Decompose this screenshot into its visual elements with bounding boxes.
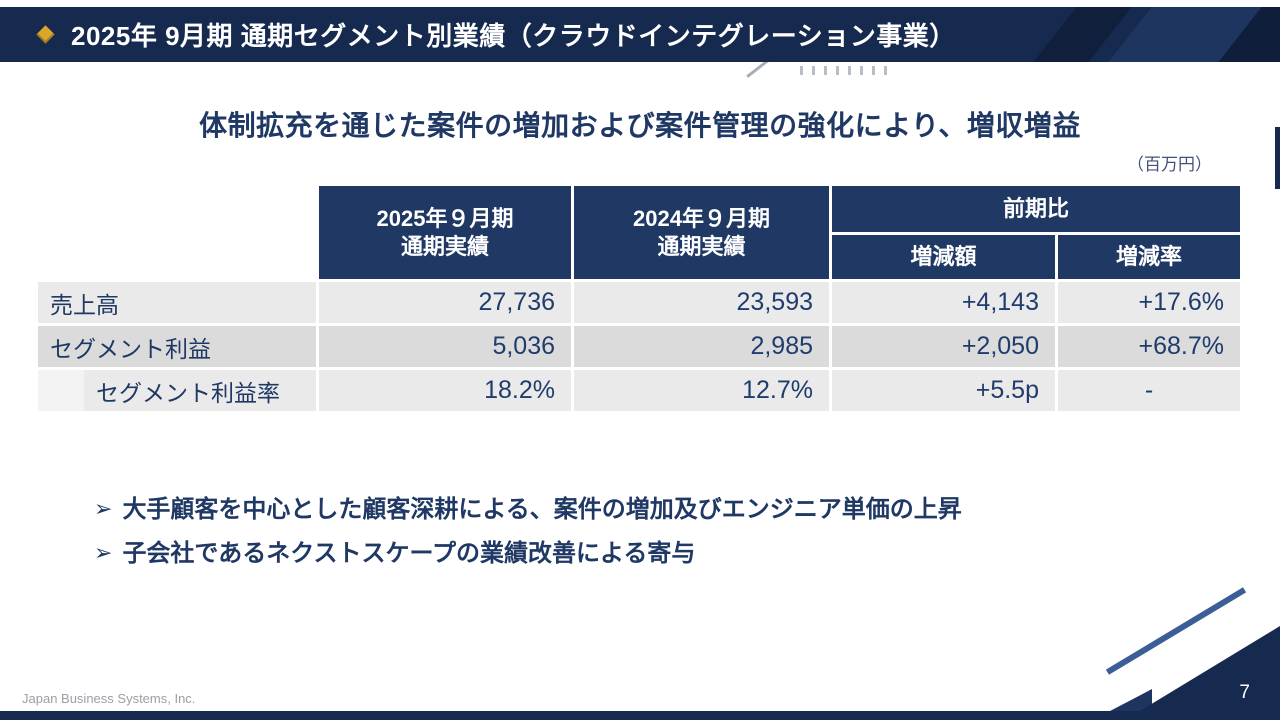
header-fy2024-line1: 2024年９月期 xyxy=(633,206,770,231)
table-header-yoy: 前期比 xyxy=(832,186,1240,232)
row-profit-margin-fy2024: 12.7% xyxy=(574,370,829,411)
table-header-fy2024: 2024年９月期 通期実績 xyxy=(574,186,829,279)
header-bar: 2025年 9月期 通期セグメント別業績（クラウドインテグレーション事業） xyxy=(0,7,1280,62)
header-fy2024-line2: 通期実績 xyxy=(657,233,746,259)
bullet-item: ➢ 大手顧客を中心とした顧客深耕による、案件の増加及びエンジニア単価の上昇 xyxy=(94,494,962,525)
row-sales-label: 売上高 xyxy=(38,282,316,323)
segment-results-table: 2025年９月期 通期実績 2024年９月期 通期実績 前期比 増減額 増減率 … xyxy=(38,186,1240,411)
bullet-text: 子会社であるネクストスケープの業績改善による寄与 xyxy=(122,540,696,568)
right-edge-accent xyxy=(1275,127,1280,189)
row-sales-fy2024: 23,593 xyxy=(574,282,829,323)
header-tick-marks xyxy=(800,66,892,75)
header-fy2025-line1: 2025年９月期 xyxy=(376,206,514,231)
bottom-bar xyxy=(0,711,1280,720)
arrow-bullet-icon: ➢ xyxy=(94,496,113,521)
row-sales-rate: +17.6% xyxy=(1058,282,1240,323)
row-sales-fy2025: 27,736 xyxy=(319,282,571,323)
arrow-bullet-icon: ➢ xyxy=(94,540,113,566)
bullet-text: 大手顧客を中心とした顧客深耕による、案件の増加及びエンジニア単価の上昇 xyxy=(122,496,962,523)
row-segment-profit-fy2025: 5,036 xyxy=(319,326,571,367)
row-segment-profit-label: セグメント利益 xyxy=(38,326,316,367)
main-heading: 体制拡充を通じた案件の増加および案件管理の強化により、増収増益 xyxy=(199,110,1081,141)
table-header-yoy-amount: 増減額 xyxy=(832,235,1055,279)
header-fy2025-line2: 通期実績 xyxy=(400,233,489,259)
row-profit-margin-diff: +5.5p xyxy=(832,370,1055,411)
row-sales-diff: +4,143 xyxy=(832,282,1055,323)
page-number: 7 xyxy=(1239,682,1250,703)
unit-note: （百万円） xyxy=(1127,155,1212,174)
row-segment-profit-rate: +68.7% xyxy=(1058,326,1240,367)
row-profit-margin-fy2025: 18.2% xyxy=(319,370,571,411)
slide-title: 2025年 9月期 通期セグメント別業績（クラウドインテグレーション事業） xyxy=(71,21,956,51)
bullet-list: ➢ 大手顧客を中心とした顧客深耕による、案件の増加及びエンジニア単価の上昇 ➢ … xyxy=(94,494,962,582)
table-header-yoy-rate: 増減率 xyxy=(1058,235,1240,279)
row-profit-margin-rate: - xyxy=(1058,370,1240,411)
bullet-item: ➢ 子会社であるネクストスケープの業績改善による寄与 xyxy=(94,538,962,569)
footer-company-name: Japan Business Systems, Inc. xyxy=(22,691,196,706)
diamond-icon xyxy=(36,25,55,44)
row-segment-profit-fy2024: 2,985 xyxy=(574,326,829,367)
table-header-fy2025: 2025年９月期 通期実績 xyxy=(319,186,571,279)
row-profit-margin-label: セグメント利益率 xyxy=(38,370,316,411)
row-segment-profit-diff: +2,050 xyxy=(832,326,1055,367)
table-header-empty xyxy=(38,186,316,279)
